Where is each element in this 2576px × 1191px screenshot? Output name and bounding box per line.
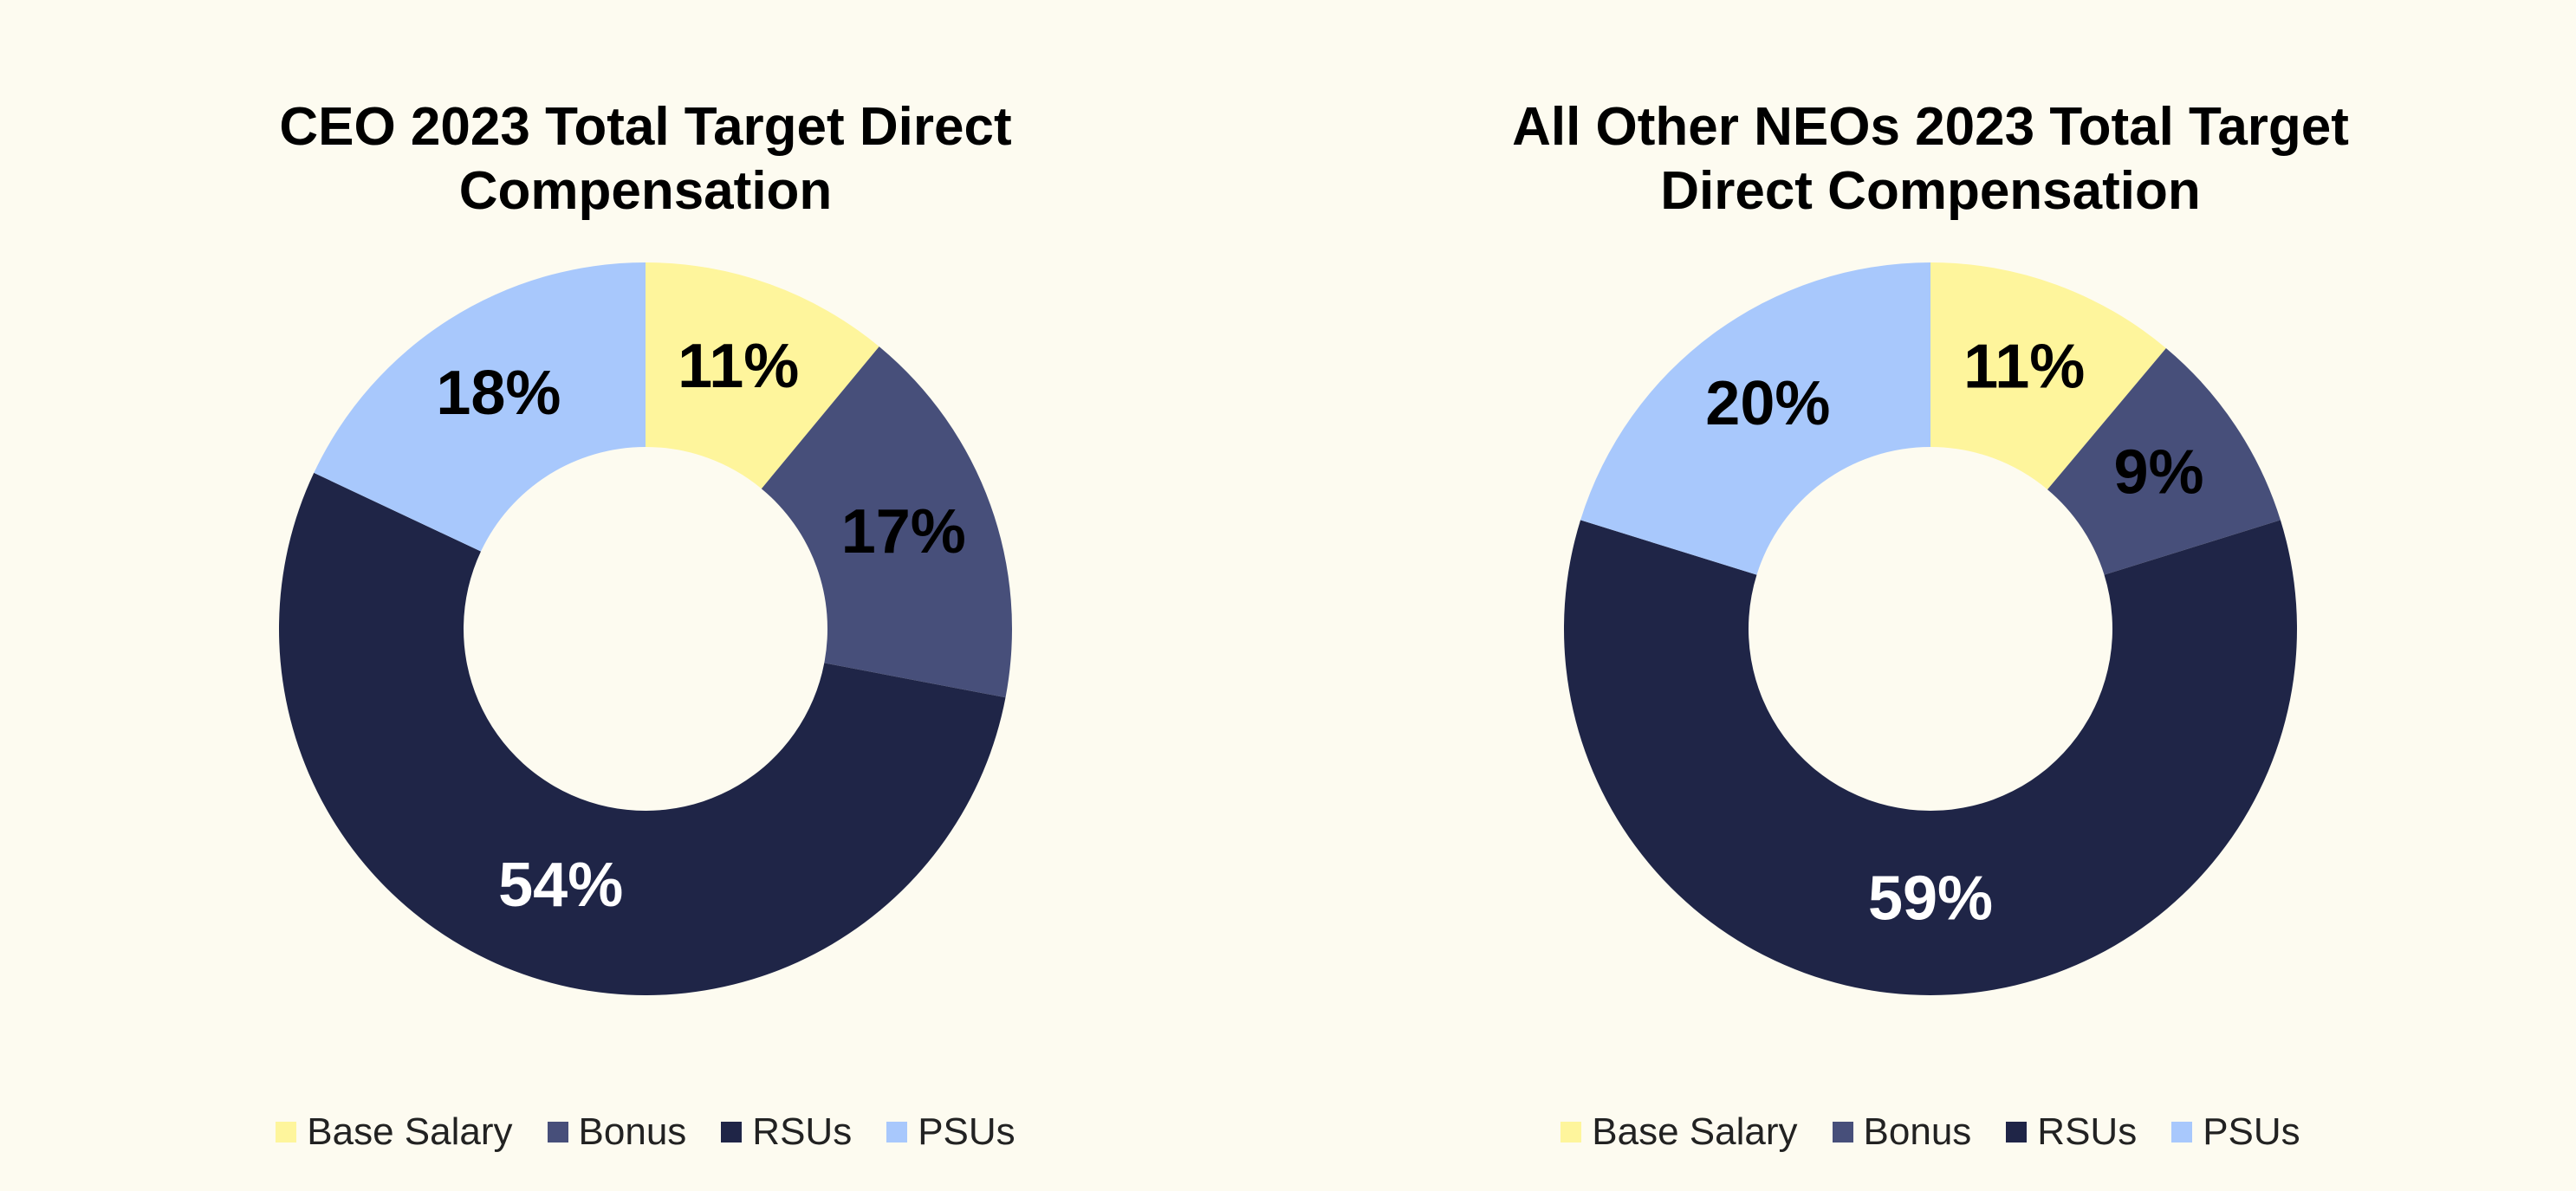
legend-swatch [1832,1122,1853,1142]
legend-label: Base Salary [1592,1110,1798,1153]
donut-slice [1580,262,1930,575]
donut-slice [2047,347,2281,575]
legend-swatch [886,1122,908,1142]
value-label: 11% [1963,333,2085,402]
legend: Base Salary Bonus RSUs PSUs [1411,1110,2450,1154]
donut-slice [278,472,1006,996]
legend-swatch [2006,1122,2028,1142]
legend-swatch [547,1122,568,1142]
legend-swatch [276,1122,297,1142]
value-label: 17% [841,497,966,566]
legend-label: PSUs [2203,1110,2300,1153]
legend-swatch [2171,1122,2193,1142]
value-label: 20% [1705,369,1830,438]
legend-label: Bonus [1863,1110,1972,1153]
donut-slice [646,262,879,489]
legend-label: Base Salary [307,1110,513,1153]
value-label: 9% [2113,438,2203,508]
legend-item: Base Salary [276,1110,513,1154]
chart-title: All Other NEOs 2023 Total Target Direct … [1512,97,2349,221]
donut-slice [314,262,646,552]
legend-swatch [721,1122,743,1142]
legend-item: PSUs [886,1110,1015,1154]
legend-label: PSUs [918,1110,1015,1153]
legend-item: Base Salary [1561,1110,1798,1154]
value-label: 11% [678,332,799,401]
donut-slice [1930,262,2166,490]
legend-item: Bonus [547,1110,687,1154]
legend-label: RSUs [2037,1110,2138,1153]
value-label: 59% [1868,864,1993,934]
legend-item: RSUs [721,1110,852,1154]
value-label: 54% [498,851,623,920]
legend-item: PSUs [2171,1110,2300,1154]
legend-item: Bonus [1832,1110,1972,1154]
legend-item: RSUs [2006,1110,2137,1154]
chart-title: CEO 2023 Total Target Direct Compensatio… [279,97,1012,221]
legend-label: Bonus [578,1110,687,1153]
donut-slice [761,346,1012,698]
donut-slice [1563,520,2297,996]
legend-label: RSUs [752,1110,853,1153]
legend-swatch [1561,1122,1582,1142]
value-label: 18% [436,359,561,428]
legend: Base Salary Bonus RSUs PSUs [126,1110,1165,1154]
